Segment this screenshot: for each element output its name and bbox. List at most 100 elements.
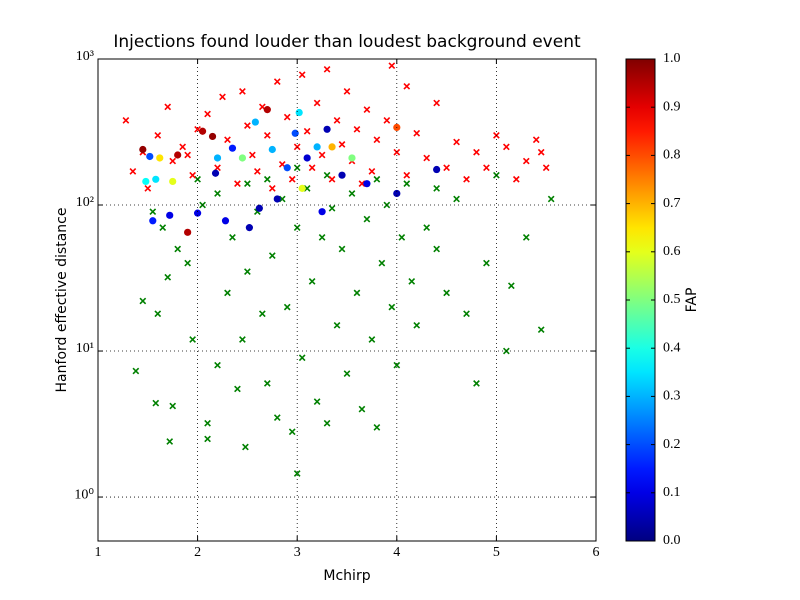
y-tick-label: 10¹ <box>76 341 94 356</box>
colorbar-tick-label: 0.9 <box>663 99 681 114</box>
point <box>189 171 196 179</box>
point <box>443 164 450 172</box>
point <box>234 385 241 393</box>
point <box>144 185 152 192</box>
point <box>373 136 381 144</box>
point <box>283 164 291 172</box>
y-axis-label: Hanford effective distance <box>54 208 70 393</box>
point <box>132 367 140 375</box>
point <box>298 71 306 79</box>
point <box>433 185 441 192</box>
point <box>338 141 346 148</box>
point <box>263 106 271 114</box>
colorbar <box>625 58 656 542</box>
point <box>303 154 311 162</box>
point <box>463 175 470 183</box>
point <box>152 175 160 183</box>
point <box>378 259 386 267</box>
point <box>288 428 296 436</box>
point <box>463 310 470 318</box>
colorbar-tick-label: 1.0 <box>663 51 681 66</box>
point <box>122 116 130 124</box>
point <box>238 154 247 162</box>
point <box>507 282 515 290</box>
point <box>473 380 480 387</box>
colorbar-tick-label: 0.2 <box>663 437 681 452</box>
point <box>164 273 172 281</box>
point <box>293 143 301 151</box>
point <box>403 171 411 179</box>
point <box>149 208 157 216</box>
point <box>166 438 174 445</box>
point <box>403 180 411 188</box>
point <box>244 180 251 188</box>
point <box>224 136 231 144</box>
point <box>184 228 192 236</box>
colorbar-tick-label: 0.1 <box>663 485 681 500</box>
point <box>244 268 251 275</box>
point <box>542 164 550 172</box>
colorbar-tick-label: 0.8 <box>663 148 681 163</box>
y-tick-label: 10² <box>76 195 94 210</box>
point <box>393 189 401 198</box>
point <box>483 164 490 172</box>
point <box>318 234 326 241</box>
point <box>164 103 172 111</box>
plot-area <box>122 62 555 477</box>
point <box>239 336 246 343</box>
point <box>142 177 150 186</box>
point <box>234 180 241 188</box>
point <box>245 224 253 232</box>
point <box>303 127 311 135</box>
point <box>174 151 182 159</box>
x-tick-label: 1 <box>95 545 102 560</box>
point <box>169 177 177 186</box>
point <box>433 245 441 253</box>
point <box>214 361 221 369</box>
x-tick-label: 3 <box>294 545 301 560</box>
point <box>522 234 530 241</box>
point <box>204 419 211 427</box>
point <box>194 209 202 217</box>
point <box>253 168 261 175</box>
point <box>268 185 276 192</box>
point <box>343 88 351 95</box>
point <box>313 398 321 406</box>
point <box>373 424 381 431</box>
point <box>313 143 321 151</box>
point <box>423 224 431 231</box>
point <box>298 354 306 362</box>
point <box>156 154 164 162</box>
colorbar-tick-label: 0.4 <box>663 340 681 355</box>
point <box>189 336 196 343</box>
point <box>268 252 276 260</box>
point <box>154 131 162 139</box>
point <box>213 154 222 162</box>
point <box>139 145 147 154</box>
point <box>283 303 291 311</box>
point <box>139 297 147 305</box>
point <box>393 148 401 156</box>
point <box>383 116 391 124</box>
point <box>363 215 371 223</box>
point <box>403 82 411 90</box>
point <box>373 175 381 183</box>
point <box>512 175 520 183</box>
point <box>413 321 421 329</box>
point <box>198 127 207 135</box>
point <box>204 435 211 443</box>
point <box>219 93 226 101</box>
point <box>214 190 221 197</box>
point <box>323 65 331 73</box>
point <box>166 211 174 219</box>
point <box>159 224 167 231</box>
colorbar-tick-label: 0.5 <box>663 292 681 307</box>
point <box>413 129 421 137</box>
point <box>363 180 371 188</box>
colorbar-tick-label: 0.3 <box>663 389 681 404</box>
point <box>328 175 336 183</box>
point <box>353 125 361 133</box>
point <box>308 164 316 172</box>
point <box>398 234 406 241</box>
point <box>333 116 341 124</box>
